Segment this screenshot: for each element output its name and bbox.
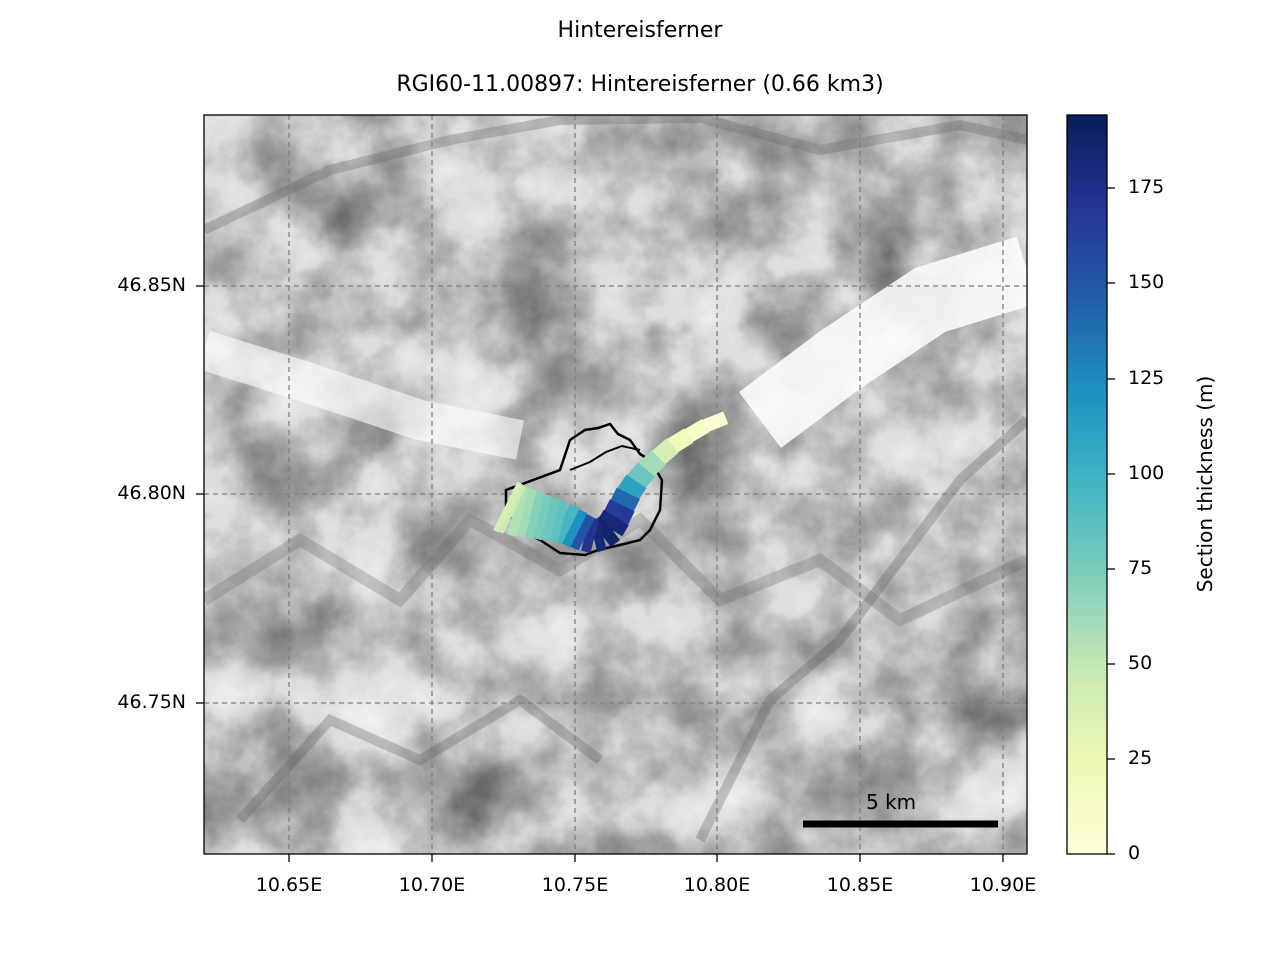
colorbar-tick-label: 0 [1128,842,1141,864]
map-title: RGI60-11.00897: Hintereisferner (0.66 km… [396,72,884,97]
axis-ticks [196,285,1004,862]
map-frame [203,114,1028,855]
flowline-thickness [493,411,729,554]
x-tick-label: 10.75E [541,874,609,896]
colorbar-tick-label: 125 [1128,367,1165,389]
figure-title: Hintereisferner [557,18,723,43]
colorbar-ticks [1107,187,1115,855]
flowline-section [493,481,523,533]
graticule [204,115,1027,854]
colorbar-tick-label: 75 [1128,557,1153,579]
x-tick-label: 10.90E [969,874,1037,896]
x-tick-label: 10.65E [255,874,323,896]
colorbar [1066,114,1108,855]
x-tick-label: 10.85E [826,874,894,896]
colorbar-tick-label: 150 [1128,271,1165,293]
colorbar-label: Section thickness (m) [1193,375,1217,593]
glacier-inner-divide [569,444,641,471]
y-tick-label: 46.75N [117,691,186,713]
colorbar-tick-label: 25 [1128,747,1153,769]
colorbar-tick-label: 175 [1128,176,1165,198]
hillshade-relief [204,115,1027,854]
flowline-section [603,499,635,525]
y-tick-label: 46.80N [117,482,186,504]
scale-bar-label: 5 km [866,790,917,814]
colorbar-tick-label: 100 [1128,462,1165,484]
y-tick-label: 46.85N [117,274,186,296]
x-tick-label: 10.80E [683,874,751,896]
colorbar-tick-label: 50 [1128,652,1153,674]
x-tick-label: 10.70E [398,874,466,896]
glacier-outline [504,422,664,557]
